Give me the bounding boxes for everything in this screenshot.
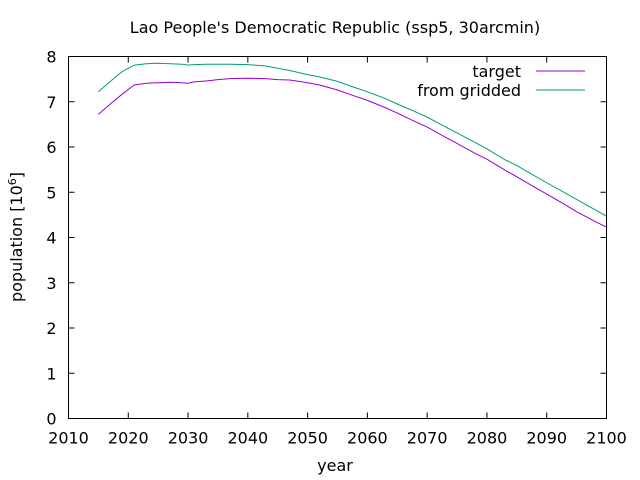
y-tick-label: 0 bbox=[46, 410, 56, 429]
legend-label: target bbox=[472, 62, 521, 81]
y-axis-label-close: ] bbox=[7, 172, 26, 178]
x-tick-label: 2080 bbox=[467, 429, 508, 448]
x-tick-label: 2070 bbox=[407, 429, 448, 448]
y-tick-label: 3 bbox=[46, 274, 56, 293]
y-tick-label: 4 bbox=[46, 229, 56, 248]
x-tick-label: 2040 bbox=[227, 429, 268, 448]
chart-title: Lao People's Democratic Republic (ssp5, … bbox=[130, 18, 540, 37]
series-lines bbox=[98, 62, 607, 228]
legend-label: from gridded bbox=[417, 81, 521, 100]
x-tick-label: 2090 bbox=[526, 429, 567, 448]
axis-ticks bbox=[68, 56, 607, 419]
y-tick-label: 7 bbox=[46, 93, 56, 112]
x-tick-label: 2060 bbox=[347, 429, 388, 448]
plot-frame bbox=[68, 56, 607, 419]
y-tick-label: 2 bbox=[46, 319, 56, 338]
x-tick-label: 2020 bbox=[108, 429, 149, 448]
x-tick-label: 2010 bbox=[48, 429, 89, 448]
series-line-0 bbox=[98, 77, 607, 228]
y-axis-label-exponent: 6 bbox=[6, 178, 19, 185]
y-axis-label-main: population [10 bbox=[7, 185, 26, 302]
tick-labels: 2010 2020 2030 2040 2050 2060 2070 2080 2090 2100… bbox=[46, 48, 627, 448]
y-tick-label: 5 bbox=[46, 183, 56, 202]
y-axis-label: population [106] bbox=[6, 172, 26, 302]
x-tick-label: 2100 bbox=[586, 429, 627, 448]
y-tick-label: 6 bbox=[46, 138, 56, 157]
x-tick-label: 2050 bbox=[287, 429, 328, 448]
y-tick-label: 1 bbox=[46, 364, 56, 383]
x-axis-label: year bbox=[317, 456, 353, 475]
series-line-1 bbox=[98, 62, 607, 217]
y-tick-label: 8 bbox=[46, 48, 56, 67]
x-tick-label: 2030 bbox=[168, 429, 209, 448]
